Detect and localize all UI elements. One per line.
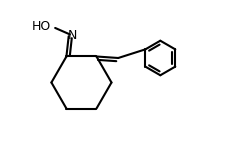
Text: N: N [67, 28, 77, 41]
Text: HO: HO [32, 20, 51, 33]
